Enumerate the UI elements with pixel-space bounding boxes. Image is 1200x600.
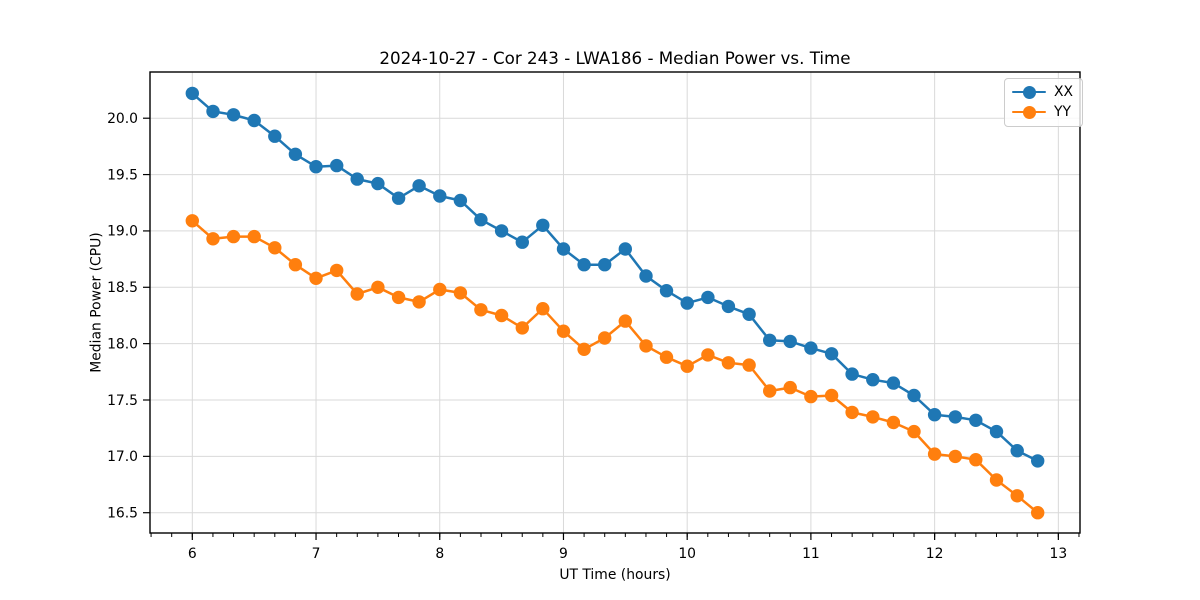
x-tick-label: 13 — [1050, 546, 1068, 562]
y-tick-label: 18.0 — [107, 336, 138, 352]
y-tick-label: 20.0 — [107, 111, 138, 127]
x-tick-label: 6 — [188, 546, 197, 562]
x-tick-label: 9 — [559, 546, 568, 562]
x-axis-label: UT Time (hours) — [559, 567, 671, 583]
y-tick-label: 17.5 — [107, 393, 138, 409]
x-tick-label: 7 — [312, 546, 321, 562]
legend-label-yy: YY — [1054, 104, 1071, 120]
y-tick-label: 19.0 — [107, 224, 138, 240]
x-tick-label: 8 — [435, 546, 444, 562]
y-tick-label: 18.5 — [107, 280, 138, 296]
chart-title: 2024-10-27 - Cor 243 - LWA186 - Median P… — [379, 48, 851, 68]
legend-line-marker-icon — [1012, 105, 1046, 119]
legend-item-yy: YY — [1012, 102, 1073, 122]
y-axis-label: Median Power (CPU) — [88, 232, 105, 373]
legend: XX YY — [1004, 78, 1084, 127]
x-tick-label: 10 — [678, 546, 696, 562]
y-tick-label: 17.0 — [107, 449, 138, 465]
y-tick-label: 16.5 — [107, 506, 138, 522]
y-tick-label: 19.5 — [107, 167, 138, 183]
legend-line-marker-icon — [1012, 85, 1046, 99]
x-tick-label: 12 — [926, 546, 944, 562]
legend-item-xx: XX — [1012, 82, 1073, 102]
legend-label-xx: XX — [1054, 84, 1074, 100]
x-tick-label: 11 — [802, 546, 820, 562]
